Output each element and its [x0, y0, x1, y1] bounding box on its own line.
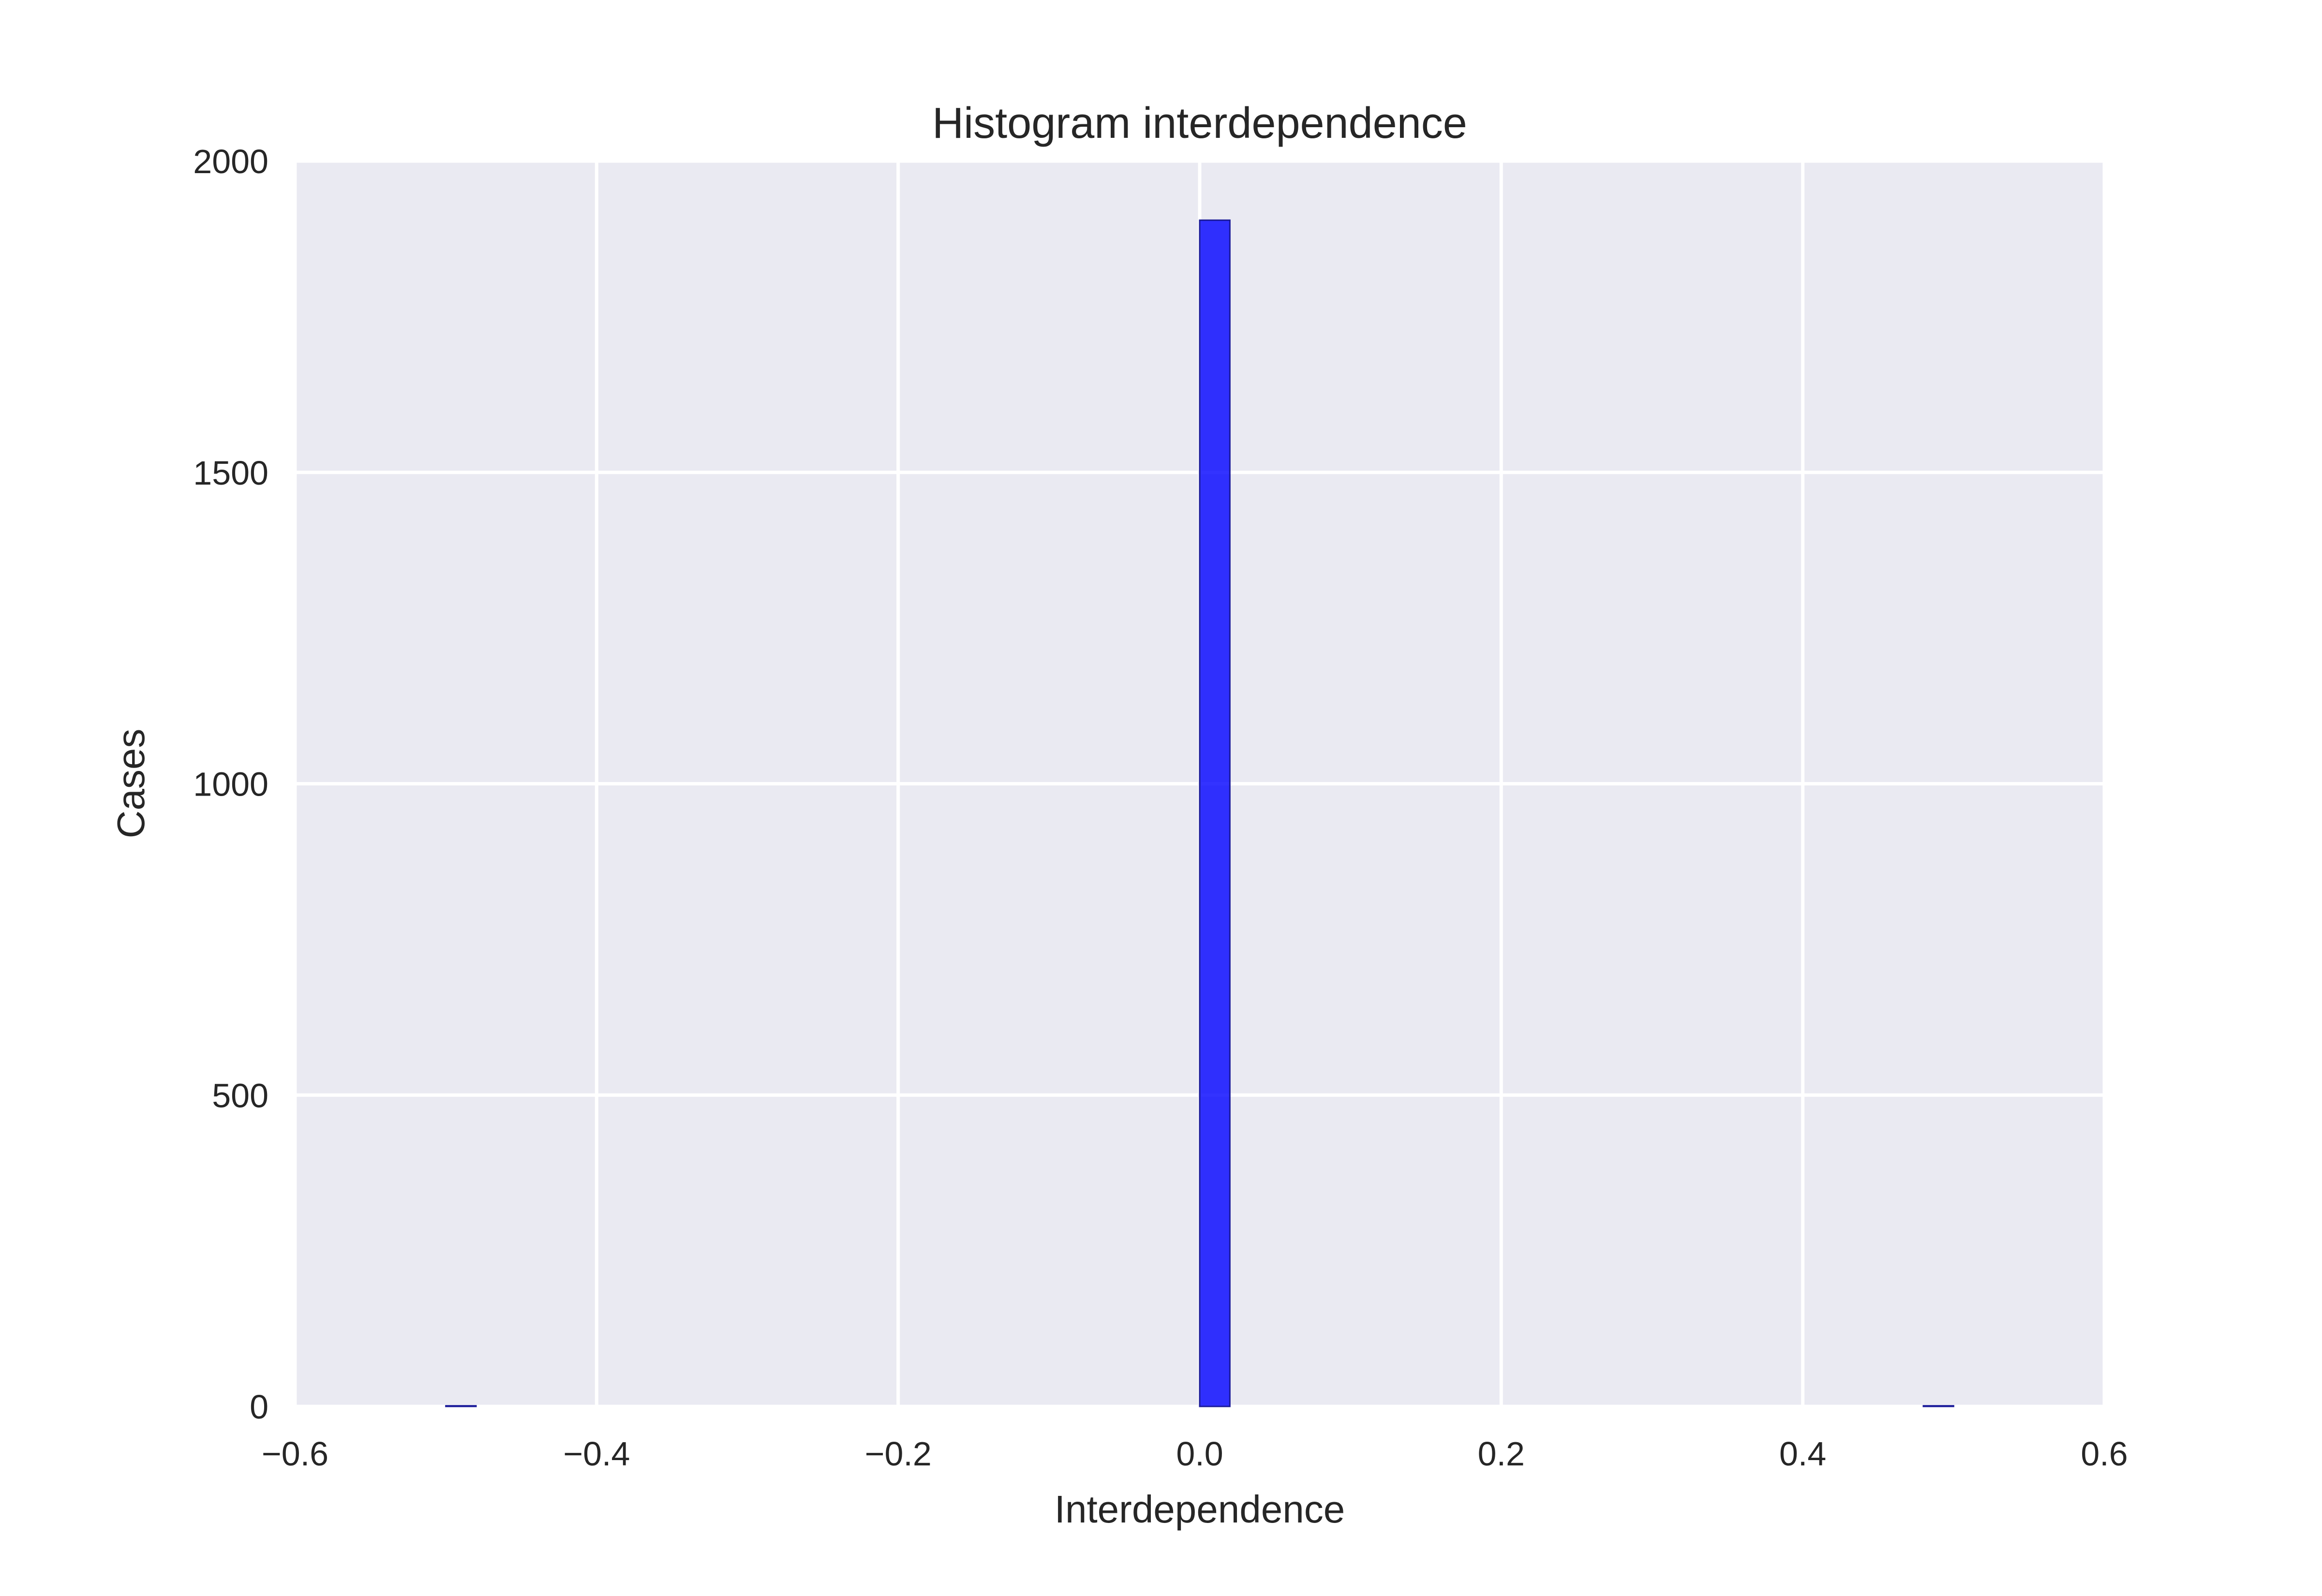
- chart-title: Histogram interdependence: [932, 99, 1467, 148]
- x-tick-labels: −0.6 −0.4 −0.2 0.0 0.2 0.4 0.6: [262, 1435, 2128, 1473]
- x-tick-label: 0.6: [2081, 1435, 2128, 1473]
- x-tick-label: 0.4: [1779, 1435, 1826, 1473]
- x-axis-label: Interdependence: [1055, 1488, 1345, 1531]
- y-tick-label: 1000: [193, 766, 268, 803]
- y-tick-label: 2000: [193, 143, 268, 180]
- x-tick-label: −0.2: [865, 1435, 932, 1473]
- y-tick-label: 0: [250, 1388, 268, 1426]
- histogram-bar: [1199, 219, 1231, 1407]
- y-axis-label: Cases: [109, 729, 152, 839]
- x-tick-label: −0.4: [563, 1435, 630, 1473]
- x-tick-label: 0.0: [1176, 1435, 1223, 1473]
- y-tick-label: 1500: [193, 454, 268, 492]
- y-tick-label: 500: [212, 1077, 268, 1114]
- bars: [445, 219, 1954, 1407]
- y-tick-labels: 0 500 1000 1500 2000: [193, 143, 268, 1426]
- x-tick-label: 0.2: [1478, 1435, 1525, 1473]
- x-tick-label: −0.6: [262, 1435, 328, 1473]
